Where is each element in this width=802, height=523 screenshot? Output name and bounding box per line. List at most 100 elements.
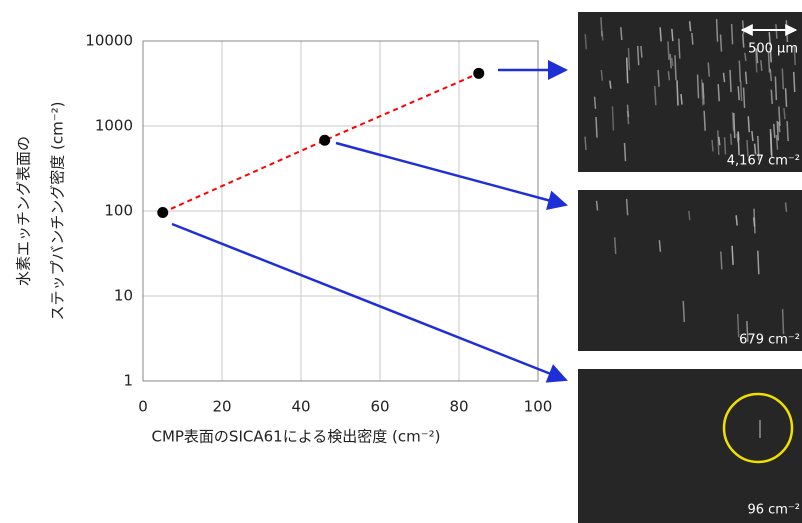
- streak: [742, 87, 746, 108]
- x-tick-label: 20: [212, 398, 231, 416]
- streak: [730, 23, 734, 45]
- streak: [627, 47, 631, 71]
- streak: [680, 94, 683, 105]
- streak: [676, 80, 679, 106]
- streak: [688, 21, 692, 32]
- streak: [584, 34, 588, 50]
- streak: [625, 198, 629, 216]
- streak: [678, 38, 681, 59]
- streak: [600, 69, 604, 81]
- streak: [717, 84, 720, 102]
- streak: [667, 41, 670, 61]
- streak: [688, 210, 691, 221]
- y-tick-label: 10: [114, 287, 133, 305]
- streak: [755, 48, 759, 64]
- streak: [785, 20, 789, 43]
- point: [157, 207, 169, 219]
- streak: [757, 250, 760, 275]
- streak: [757, 135, 760, 161]
- streak: [729, 133, 733, 145]
- streak: [611, 106, 615, 131]
- streak: [654, 86, 657, 106]
- highlight-circle: [722, 392, 794, 464]
- plot-area: 1 10 100 1000 10000 0 20 40 60 80 100: [85, 32, 552, 416]
- streak: [601, 30, 604, 41]
- streak: [718, 136, 721, 146]
- streak: [744, 71, 748, 85]
- x-tick-label: 80: [449, 398, 468, 416]
- streak: [731, 112, 735, 132]
- streak: [760, 60, 763, 72]
- streak: [776, 120, 780, 141]
- streak: [767, 52, 771, 73]
- streak: [733, 112, 736, 139]
- point: [319, 134, 331, 146]
- streak: [793, 45, 796, 66]
- streak: [746, 139, 749, 157]
- arrow: [171, 222, 568, 383]
- streak: [703, 110, 706, 131]
- streak: [626, 104, 630, 118]
- streak: [737, 86, 740, 101]
- streak: [701, 79, 704, 106]
- streak: [584, 136, 587, 150]
- streak: [741, 33, 745, 48]
- streak: [775, 24, 778, 39]
- streak: [669, 53, 672, 69]
- trend-line: [162, 72, 480, 214]
- micrograph: [578, 12, 802, 172]
- streak: [774, 76, 778, 101]
- streak: [754, 48, 758, 73]
- streak: [696, 74, 700, 99]
- streak: [723, 137, 727, 155]
- streak: [769, 68, 773, 82]
- streak: [691, 32, 694, 45]
- streak: [600, 17, 603, 37]
- streak: [715, 19, 719, 42]
- streak: [751, 131, 754, 142]
- streak: [623, 142, 627, 162]
- streak: [775, 135, 779, 150]
- streak: [792, 71, 796, 93]
- point: [473, 67, 485, 79]
- streak: [752, 217, 756, 227]
- x-tick-label: 40: [291, 398, 310, 416]
- y-tick-label: 1: [123, 372, 133, 390]
- streak: [778, 106, 781, 127]
- streak: [720, 251, 723, 270]
- streak: [781, 68, 785, 90]
- streak: [657, 69, 660, 87]
- streak: [738, 60, 742, 82]
- streak: [741, 20, 745, 34]
- streak: [736, 313, 740, 338]
- streak: [777, 121, 781, 133]
- arrow: [335, 141, 568, 210]
- streak: [781, 308, 785, 335]
- streak: [625, 57, 629, 84]
- streak: [744, 52, 747, 62]
- x-tick-label: 100: [524, 398, 553, 416]
- panel-label: 4,167 cm⁻²: [727, 154, 800, 169]
- streak: [735, 215, 738, 226]
- streak: [717, 130, 720, 155]
- streak: [682, 300, 686, 323]
- y-tick-label: 1000: [95, 117, 133, 135]
- streak: [620, 27, 623, 41]
- streak: [729, 69, 732, 93]
- streak: [773, 123, 776, 139]
- streak: [595, 116, 598, 138]
- x-tick-label: 60: [370, 398, 389, 416]
- streak: [737, 131, 740, 156]
- streak: [593, 96, 597, 109]
- x-axis-label: CMP表面のSICA61による検出密度 (cm⁻²): [151, 428, 440, 446]
- streak: [784, 202, 788, 212]
- streak: [636, 45, 640, 66]
- streak: [595, 200, 599, 211]
- streak: [667, 71, 671, 81]
- streak: [674, 55, 677, 81]
- streak: [671, 57, 674, 67]
- streak: [770, 89, 774, 105]
- streak: [658, 240, 662, 252]
- streak: [722, 72, 726, 83]
- x-tick-label: 0: [138, 398, 148, 416]
